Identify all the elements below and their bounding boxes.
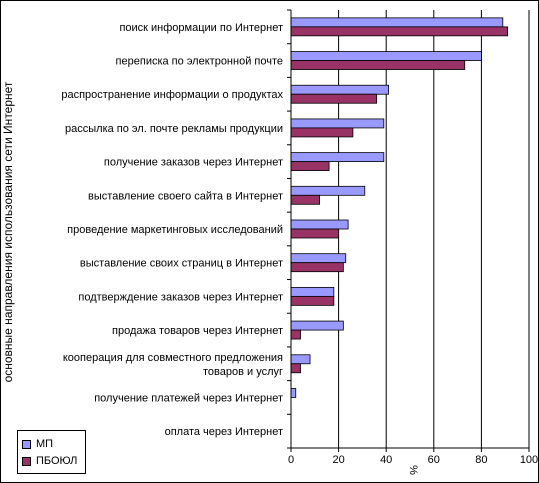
x-tick-label: 0 <box>288 454 294 466</box>
bar-pboyul <box>290 26 508 37</box>
x-tick-label: 60 <box>428 454 440 466</box>
legend-swatch-pboyul <box>22 456 31 466</box>
bar-mp <box>290 286 335 297</box>
category-label: рассылка по эл. почте рекламы продукции <box>65 123 283 135</box>
x-tick-label: 80 <box>475 454 487 466</box>
bar-mp <box>290 118 385 129</box>
axes <box>287 9 530 452</box>
bar-pboyul <box>290 295 335 306</box>
bar-pboyul <box>290 93 378 104</box>
bar-pboyul <box>290 228 339 239</box>
gridlines <box>338 10 530 448</box>
bar-mp <box>290 219 349 230</box>
category-label: проведение маркетинговых исследований <box>67 224 283 236</box>
bar-mp <box>290 354 311 365</box>
bar-mp <box>290 17 504 28</box>
y-axis-title: основные направления использования сети … <box>1 81 15 382</box>
category-label: подтверждение заказов через Интернет <box>78 291 283 303</box>
category-label: продажа товаров через Интернет <box>112 325 283 337</box>
legend-label-pboyul: ПБОЮЛ <box>36 455 78 467</box>
category-label: получение заказов через Интернет <box>104 157 283 169</box>
category-label: выставление своего сайта в Интернет <box>88 190 283 202</box>
bar-mp <box>290 152 385 163</box>
legend: МП ПБОЮЛ <box>17 430 86 474</box>
bar-mp <box>290 388 297 398</box>
bar-pboyul <box>290 262 344 273</box>
bar-pboyul <box>290 127 354 138</box>
x-tick-label: 40 <box>380 454 392 466</box>
x-tick-label: 20 <box>332 454 344 466</box>
bars <box>290 17 508 398</box>
category-label: поиск информации по Интернет <box>119 22 283 34</box>
bar-mp <box>290 253 347 264</box>
bar-pboyul <box>290 60 466 70</box>
bar-pboyul <box>290 329 301 340</box>
legend-item-mp: МП <box>22 437 53 451</box>
legend-swatch-mp <box>22 439 31 449</box>
x-tick-labels: 0 20 40 60 80 100 <box>288 454 538 466</box>
category-label: распространение информации о продуктах <box>61 89 283 101</box>
category-label: получение платежей через Интернет <box>94 392 283 404</box>
category-label: оплата через Интернет <box>165 426 283 438</box>
bar-pboyul <box>290 363 301 374</box>
bar-mp <box>290 185 366 196</box>
category-label: выставление своих страниц в Интернет <box>80 258 283 270</box>
bar-mp <box>290 320 344 331</box>
legend-item-pboyul: ПБОЮЛ <box>22 454 77 468</box>
bar-mp <box>290 51 482 61</box>
category-label: переписка по электронной почте <box>116 56 283 68</box>
bar-pboyul <box>290 194 320 205</box>
category-labels: поиск информации по Интернет переписка по… <box>61 22 283 438</box>
category-label: кооперация для совместного предложения то… <box>63 352 283 378</box>
legend-label-mp: МП <box>36 438 54 450</box>
bar-pboyul <box>290 161 330 172</box>
bar-mp <box>290 84 389 95</box>
x-tick-label: 100 <box>520 454 538 466</box>
x-axis-title: % <box>407 465 419 475</box>
